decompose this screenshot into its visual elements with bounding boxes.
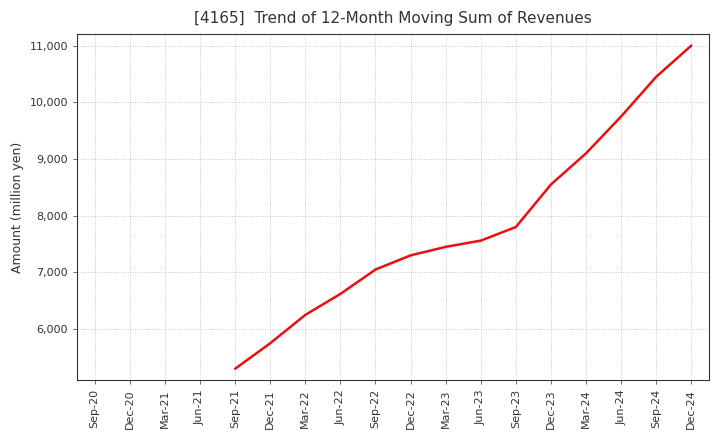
Y-axis label: Amount (million yen): Amount (million yen) bbox=[11, 142, 24, 273]
Title: [4165]  Trend of 12-Month Moving Sum of Revenues: [4165] Trend of 12-Month Moving Sum of R… bbox=[194, 11, 592, 26]
